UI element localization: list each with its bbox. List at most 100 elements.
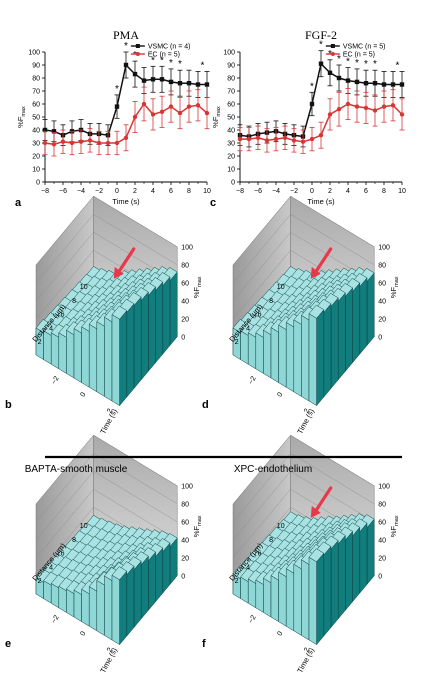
z-tick-label: 0 (181, 334, 185, 341)
red-arrow-shaft (314, 486, 333, 513)
series-ec (42, 86, 210, 157)
z-tick-label: 60 (378, 519, 386, 526)
surface-front-face (270, 327, 279, 384)
y-tick-label: 50 (227, 115, 235, 122)
legend-label: EC (n = 5) (343, 52, 375, 59)
surface-side-face (337, 534, 346, 620)
surface-side-face (330, 297, 339, 390)
panel-letter: a (15, 197, 22, 209)
data-point (354, 104, 360, 109)
surface-front-face (50, 332, 60, 370)
surface-side-face (155, 281, 164, 364)
wall-gridline (93, 453, 178, 504)
distance-tick-label: 10 (277, 284, 285, 291)
z-tick-label: 20 (181, 316, 189, 323)
x-tick-label: 10 (398, 188, 406, 195)
x-tick-label: 8 (382, 188, 386, 195)
surface-side-face (162, 276, 171, 355)
y-tick-label: 90 (227, 63, 235, 70)
time-tick-label: −2 (51, 614, 61, 624)
surface-front-face (240, 330, 249, 365)
legend: VSMC (n = 5)EC (n = 5) (325, 44, 385, 59)
surface-front-face (247, 578, 257, 609)
wall-gridline (232, 471, 291, 541)
z-tick-label: 40 (378, 537, 386, 544)
wall-gridline (35, 232, 94, 302)
z-tick-label: 40 (181, 537, 189, 544)
surface-side-face (352, 526, 361, 603)
panel-letter: e (5, 638, 11, 650)
z-tick-label: 20 (378, 316, 386, 323)
legend-label: VSMC (n = 4) (148, 44, 191, 51)
significance-mark: * (115, 84, 119, 95)
surface-side-face (323, 303, 332, 398)
z-tick-label: 60 (378, 280, 386, 287)
surface-side-face (359, 522, 368, 594)
distance-tick-label: 6 (61, 551, 65, 558)
data-point (159, 77, 165, 82)
time-axis-label: Time (s) (295, 646, 316, 675)
surface-front-face (81, 588, 90, 627)
legend-swatch-marker (330, 52, 335, 56)
chart-title: FGF-2 (305, 28, 337, 42)
x-tick-label: −4 (272, 188, 280, 195)
data-point (291, 138, 297, 143)
legend-swatch-marker (330, 44, 335, 48)
surface-front-face (81, 326, 90, 388)
x-tick-label: −2 (95, 188, 103, 195)
surface-front-face (247, 332, 257, 370)
z-axis-label: %Fmax (389, 515, 400, 537)
significance-mark: * (319, 40, 323, 51)
data-point (300, 139, 306, 144)
x-tick-label: −6 (59, 188, 67, 195)
y-tick-label: 40 (227, 128, 235, 135)
x-tick-label: 8 (187, 188, 191, 195)
wall-gridline (290, 453, 375, 504)
distance-tick-label: 10 (80, 523, 88, 530)
red-arrow-head (113, 266, 124, 279)
significance-mark: * (201, 61, 205, 72)
significance-mark: * (151, 55, 155, 66)
surface-front-face (88, 323, 98, 393)
x-tick-label: 4 (346, 188, 350, 195)
wall-gridline (93, 471, 178, 522)
distance-tick-label: 2 (235, 339, 239, 346)
significance-mark: * (169, 58, 173, 69)
time-tick-label: 0 (276, 630, 284, 637)
data-point (318, 133, 324, 138)
data-point (399, 82, 405, 87)
wall-gridline (35, 214, 94, 284)
x-axis-label: Time (s) (307, 197, 335, 206)
surface-top-cell (308, 548, 325, 563)
surface-side-face (337, 292, 346, 381)
y-axis-label: %Fmax (16, 106, 27, 128)
wall-gridline (93, 196, 178, 247)
y-tick-label: 30 (32, 141, 40, 148)
y-tick-label: 20 (32, 154, 40, 161)
surface-front-face (293, 319, 302, 397)
surface-top-cell (111, 305, 128, 320)
wall-gridline (232, 196, 291, 266)
y-tick-label: 60 (32, 102, 40, 109)
red-arrow-shaft (117, 247, 136, 274)
y-tick-label: 80 (227, 76, 235, 83)
z-axis-label: %Fmax (192, 276, 203, 298)
z-tick-label: 0 (378, 334, 382, 341)
data-point (96, 140, 102, 146)
data-point (186, 104, 192, 109)
y-tick-label: 10 (227, 167, 235, 174)
time-axis-label: Time (s) (295, 407, 316, 436)
distance-tick-label: 4 (246, 325, 250, 332)
distance-tick-label: 2 (38, 339, 42, 346)
significance-mark: * (124, 41, 128, 52)
z-tick-label: 80 (181, 262, 189, 269)
surface-side-face (126, 565, 135, 637)
wall-gridline (232, 489, 291, 559)
time-tick-label: 2 (303, 647, 311, 654)
line-chart-panel-a: PMA 0 10 20 30 40 50 60 70 80 90 100 −8 −6 −4 −2 0 2 4 6 8 10… (15, 28, 211, 209)
data-point (363, 81, 369, 86)
data-point (309, 101, 315, 107)
